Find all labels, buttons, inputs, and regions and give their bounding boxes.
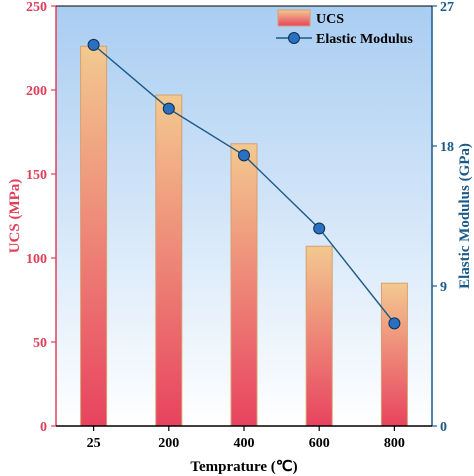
bar-ucs-800 xyxy=(380,282,408,427)
y-left-tick-label: 100 xyxy=(26,252,47,267)
x-tick-label: 600 xyxy=(309,436,330,451)
legend: UCS Elastic Modulus xyxy=(276,9,413,47)
legend-marker-elastic-modulus xyxy=(288,32,300,44)
x-tick-label: 400 xyxy=(234,436,255,451)
bar-ucs-200 xyxy=(155,94,183,427)
y-axis-left-title: UCS (MPa) xyxy=(7,179,23,254)
y-right-tick-label: 0 xyxy=(440,420,447,435)
bar-ucs-600 xyxy=(305,245,333,427)
bar-ucs-25 xyxy=(80,45,108,427)
point-elastic-modulus-25 xyxy=(87,38,100,51)
y-right-tick-label: 9 xyxy=(440,280,447,295)
y-left-tick-label: 200 xyxy=(26,84,47,99)
x-tick-label: 800 xyxy=(384,436,405,451)
legend-swatch-ucs xyxy=(277,9,311,27)
y-left-tick-label: 50 xyxy=(33,336,47,351)
point-elastic-modulus-800 xyxy=(388,317,401,330)
x-tick-label: 200 xyxy=(158,436,179,451)
point-elastic-modulus-600 xyxy=(313,222,326,235)
legend-label-ucs: UCS xyxy=(316,12,344,27)
bar-ucs-400 xyxy=(230,143,258,427)
y-left-tick-label: 0 xyxy=(40,420,47,435)
point-elastic-modulus-200 xyxy=(162,102,175,115)
x-axis-title: Temprature (℃) xyxy=(190,459,297,475)
y-axis-right-title: Elastic Modulus (GPa) xyxy=(457,143,473,289)
y-left-tick-label: 250 xyxy=(26,0,47,15)
legend-label-elastic-modulus: Elastic Modulus xyxy=(316,32,413,47)
y-left-tick-label: 150 xyxy=(26,168,47,183)
y-right-tick-label: 27 xyxy=(440,0,454,15)
x-tick-label: 25 xyxy=(87,436,101,451)
y-right-tick-label: 18 xyxy=(440,140,454,155)
point-elastic-modulus-400 xyxy=(238,149,250,162)
